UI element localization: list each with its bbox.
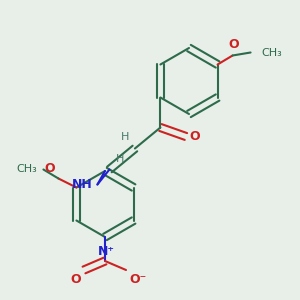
- Text: O⁻: O⁻: [129, 273, 146, 286]
- Text: N⁺: N⁺: [98, 245, 115, 258]
- Text: CH₃: CH₃: [261, 47, 282, 58]
- Text: O: O: [70, 273, 81, 286]
- Text: NH: NH: [72, 178, 93, 191]
- Text: O: O: [45, 163, 56, 176]
- Text: CH₃: CH₃: [17, 164, 38, 175]
- Text: O: O: [189, 130, 200, 143]
- Text: H: H: [116, 154, 124, 164]
- Text: O: O: [229, 38, 239, 51]
- Text: H: H: [121, 133, 129, 142]
